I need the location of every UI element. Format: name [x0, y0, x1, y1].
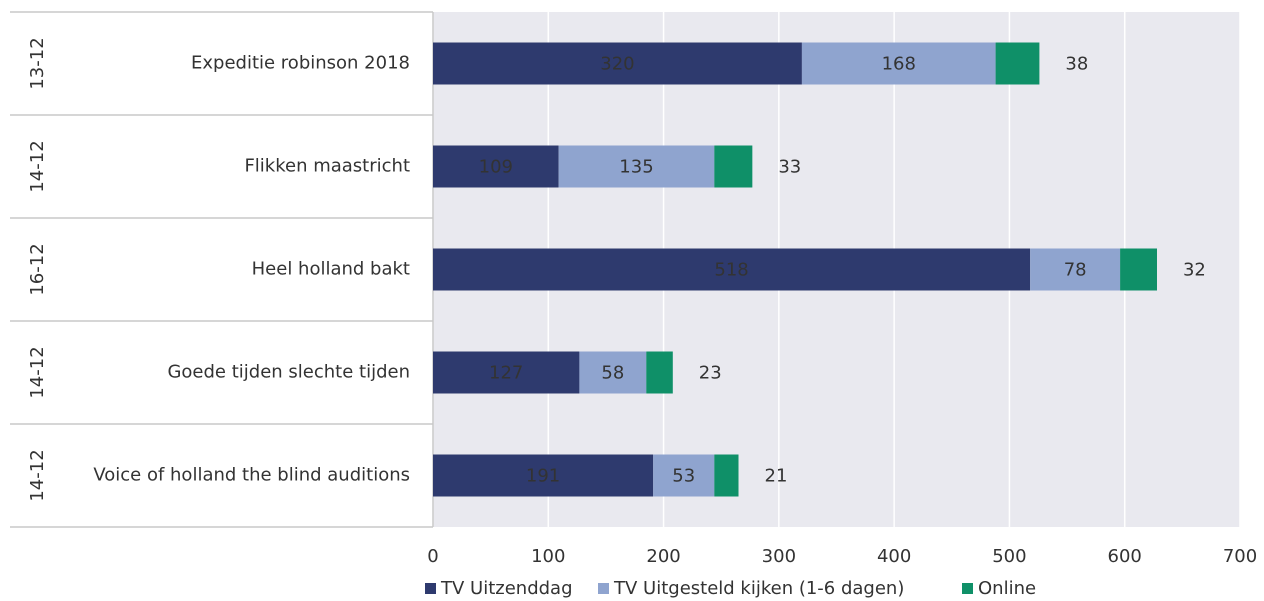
- legend-label: TV Uitzenddag: [440, 578, 573, 599]
- bar-segment: [433, 248, 1031, 291]
- bar-segment: [646, 351, 673, 394]
- value-label: 127: [489, 363, 523, 384]
- category-label: Flikken maastricht: [244, 156, 410, 177]
- value-label: 168: [882, 54, 916, 75]
- bar-segment: [558, 145, 715, 188]
- x-tick-label: 200: [646, 546, 680, 567]
- x-tick-label: 300: [762, 546, 796, 567]
- legend-swatch: [598, 583, 609, 594]
- value-label: 135: [619, 157, 653, 178]
- legend-swatch: [425, 583, 436, 594]
- group-label: 14-12: [27, 449, 48, 501]
- bar-segment: [433, 454, 654, 497]
- x-tick-label: 700: [1223, 546, 1257, 567]
- bar-segment: [433, 145, 559, 188]
- bar-segment: [433, 42, 802, 85]
- category-label: Voice of holland the blind auditions: [93, 465, 410, 486]
- bar-segment: [801, 42, 996, 85]
- category-label: Expeditie robinson 2018: [191, 53, 410, 74]
- value-label: 38: [1065, 54, 1088, 75]
- bar-segment: [714, 454, 739, 497]
- group-label: 14-12: [27, 346, 48, 398]
- value-label: 32: [1183, 260, 1206, 281]
- x-tick-label: 0: [427, 546, 438, 567]
- legend-label: Online: [978, 578, 1036, 599]
- value-label: 191: [526, 466, 560, 487]
- value-label: 23: [699, 363, 722, 384]
- group-label: 14-12: [27, 140, 48, 192]
- bar-segment: [1120, 248, 1157, 291]
- x-tick-label: 500: [992, 546, 1026, 567]
- category-label: Heel holland bakt: [252, 259, 410, 280]
- x-tick-label: 400: [877, 546, 911, 567]
- bar-segment: [433, 351, 580, 394]
- bar-segment: [995, 42, 1040, 85]
- bar-segment: [579, 351, 647, 394]
- group-label: 13-12: [27, 37, 48, 89]
- x-tick-label: 600: [1108, 546, 1142, 567]
- bar-segment: [653, 454, 715, 497]
- value-label: 109: [479, 157, 513, 178]
- legend-swatch: [962, 583, 973, 594]
- bar-segment: [1030, 248, 1121, 291]
- value-label: 58: [601, 363, 624, 384]
- value-label: 33: [778, 157, 801, 178]
- bar-segment: [714, 145, 753, 188]
- value-label: 320: [600, 54, 634, 75]
- value-label: 53: [672, 466, 695, 487]
- value-label: 518: [714, 260, 748, 281]
- value-label: 21: [765, 466, 788, 487]
- legend-label: TV Uitgesteld kijken (1-6 dagen): [613, 578, 904, 599]
- x-tick-label: 100: [531, 546, 565, 567]
- group-label: 16-12: [27, 243, 48, 295]
- category-label: Goede tijden slechte tijden: [167, 362, 410, 383]
- value-label: 78: [1064, 260, 1087, 281]
